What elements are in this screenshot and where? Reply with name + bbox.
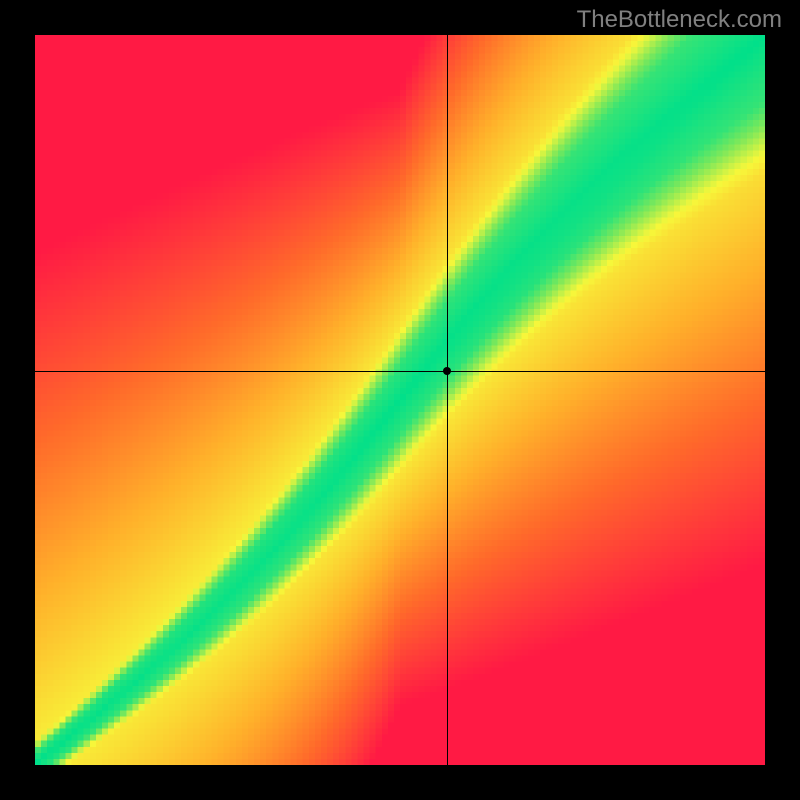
heatmap-canvas [35, 35, 765, 765]
crosshair-horizontal [35, 371, 765, 372]
watermark-text: TheBottleneck.com [577, 6, 782, 34]
crosshair-vertical [447, 35, 448, 765]
data-point-marker [443, 367, 451, 375]
heatmap-plot [35, 35, 765, 765]
chart-container: TheBottleneck.com [0, 0, 800, 800]
